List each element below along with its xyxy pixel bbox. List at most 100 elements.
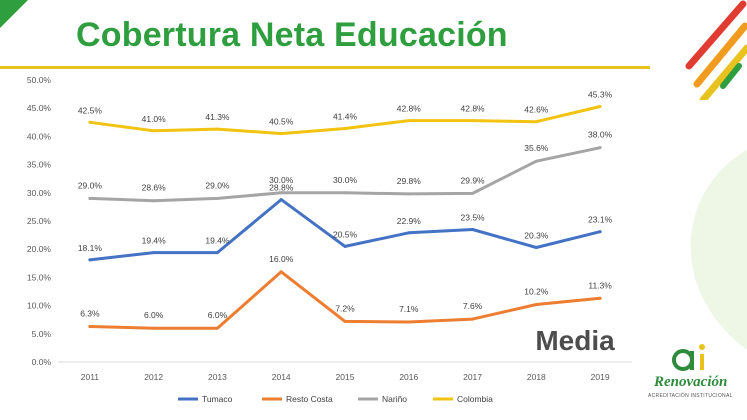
data-label: 18.1% (78, 243, 103, 253)
data-point (343, 244, 347, 248)
data-label: 7.1% (399, 304, 419, 314)
data-label: 6.0% (208, 310, 228, 320)
data-label: 42.6% (524, 105, 549, 115)
data-point (534, 302, 538, 306)
data-label: 20.3% (524, 231, 549, 241)
y-tick-label: 35.0% (27, 160, 52, 170)
x-tick-label: 2011 (81, 372, 100, 382)
y-tick-label: 15.0% (27, 272, 52, 282)
data-point (152, 129, 156, 133)
data-point (215, 326, 219, 330)
title-underline (0, 66, 650, 69)
data-point (598, 146, 602, 150)
data-label: 29.9% (461, 175, 486, 185)
data-point (471, 119, 475, 123)
data-label: 28.6% (142, 183, 167, 193)
data-point (534, 246, 538, 250)
data-label: 40.5% (269, 117, 294, 127)
y-tick-label: 40.0% (27, 131, 52, 141)
corner-triangle-decoration (0, 0, 28, 28)
data-point (152, 199, 156, 203)
data-point (534, 120, 538, 124)
data-point (598, 105, 602, 109)
data-point (152, 251, 156, 255)
data-point (407, 119, 411, 123)
series-line-resto-costa (88, 270, 602, 330)
data-point (343, 191, 347, 195)
logo-wordmark: Renovación (654, 374, 728, 390)
y-tick-label: 5.0% (32, 329, 52, 339)
data-label: 35.6% (524, 143, 549, 153)
data-point (407, 320, 411, 324)
data-point (471, 191, 475, 195)
data-label: 23.1% (588, 215, 613, 225)
data-point (279, 198, 283, 202)
data-point (88, 324, 92, 328)
data-point (343, 319, 347, 323)
y-tick-label: 10.0% (27, 301, 52, 311)
data-label: 23.5% (461, 212, 486, 222)
data-label: 11.3% (588, 280, 612, 290)
renovacion-logo: Renovación ACREDITACIÓN INSTITUCIONAL (648, 340, 743, 415)
ai-logo-icon (672, 344, 705, 371)
data-label: 19.4% (142, 236, 167, 246)
data-label: 42.8% (461, 104, 486, 114)
data-point (88, 196, 92, 200)
diagonal-stripes-decoration (685, 0, 747, 100)
legend-label: Colombia (457, 394, 493, 404)
data-label: 7.6% (463, 301, 483, 311)
data-label: 22.9% (397, 216, 422, 226)
x-tick-label: 2013 (208, 372, 227, 382)
y-tick-label: 20.0% (27, 244, 52, 254)
x-tick-label: 2016 (399, 372, 418, 382)
legend-label: Tumaco (202, 394, 233, 404)
data-point (88, 120, 92, 124)
data-label: 20.5% (333, 229, 358, 239)
data-point (471, 317, 475, 321)
data-label: 19.4% (205, 236, 230, 246)
data-point (598, 296, 602, 300)
data-label: 29.0% (205, 180, 230, 190)
data-point (343, 127, 347, 131)
data-label: 42.8% (397, 104, 422, 114)
x-tick-label: 2015 (336, 372, 355, 382)
data-label: 42.5% (78, 105, 103, 115)
data-label: 41.4% (333, 112, 358, 122)
logo-tagline: ACREDITACIÓN INSTITUCIONAL (648, 393, 733, 399)
y-tick-label: 25.0% (27, 216, 52, 226)
y-tick-label: 30.0% (27, 188, 52, 198)
data-point (534, 159, 538, 163)
x-tick-label: 2019 (591, 372, 610, 382)
data-label: 38.0% (588, 130, 613, 140)
data-label: 7.2% (335, 303, 355, 313)
data-label: 29.0% (78, 180, 103, 190)
data-point (88, 258, 92, 262)
data-label: 10.2% (524, 286, 549, 296)
x-tick-label: 2017 (463, 372, 482, 382)
data-point (279, 270, 283, 274)
data-label: 41.3% (205, 112, 230, 122)
legend-label: Resto Costa (286, 394, 333, 404)
data-point (407, 231, 411, 235)
data-point (215, 196, 219, 200)
data-label: 6.3% (80, 308, 100, 318)
x-tick-label: 2012 (144, 372, 163, 382)
data-label: 28.8% (269, 183, 294, 193)
data-point (152, 326, 156, 330)
data-label: 30.0% (269, 175, 294, 185)
data-point (471, 227, 475, 231)
y-tick-label: 50.0% (27, 75, 52, 85)
education-level-label: Media (535, 325, 615, 356)
data-point (215, 127, 219, 131)
data-label: 45.3% (588, 90, 613, 100)
y-tick-label: 45.0% (27, 103, 52, 113)
green-curve-decoration (690, 150, 747, 350)
slide-title: Cobertura Neta Educación (76, 16, 508, 54)
data-point (407, 192, 411, 196)
data-point (279, 191, 283, 195)
data-label: 29.8% (397, 176, 422, 186)
data-label: 6.0% (144, 310, 164, 320)
data-label: 30.0% (333, 175, 358, 185)
x-tick-label: 2018 (527, 372, 546, 382)
